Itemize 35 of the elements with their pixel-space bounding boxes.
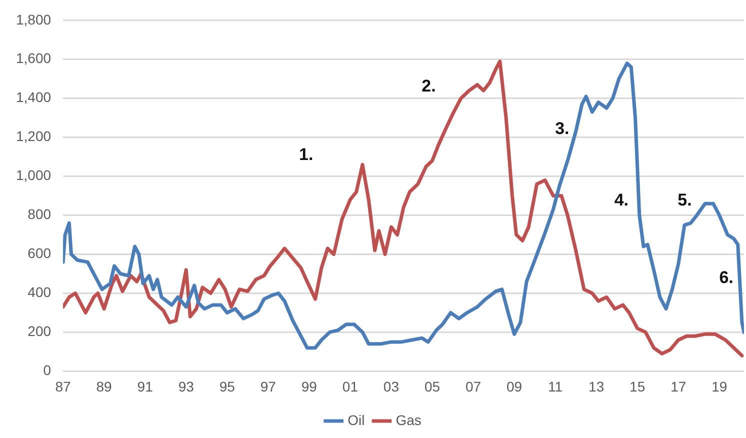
annotation: 5.	[678, 190, 692, 210]
y-tick-label: 800	[28, 206, 52, 222]
annotation: 2.	[422, 76, 436, 96]
y-tick-label: 1,200	[16, 128, 52, 144]
x-tick-label: 05	[424, 378, 440, 394]
x-tick-label: 07	[465, 378, 482, 394]
annotation: 1.	[299, 145, 314, 164]
x-tick-label: 13	[588, 378, 604, 394]
x-tick-label: 87	[55, 378, 72, 394]
x-tick-label: 95	[219, 378, 236, 394]
annotation: 6.	[719, 268, 734, 287]
x-tick-label: 03	[383, 378, 400, 394]
annotation: 4.	[614, 190, 629, 210]
x-tick-label: 91	[137, 378, 154, 394]
x-tick-label: 99	[301, 378, 318, 394]
x-tick-label: 01	[342, 378, 358, 394]
x-tick-label: 97	[260, 378, 276, 394]
y-tick-label: 1,600	[16, 50, 52, 66]
x-tick-label: 17	[670, 378, 686, 394]
x-tick-label: 19	[712, 378, 728, 394]
y-tick-label: 1,800	[16, 11, 52, 28]
y-tick-label: 0	[43, 362, 52, 378]
x-tick-label: 89	[96, 378, 112, 394]
x-tick-label: 11	[548, 378, 563, 394]
x-tick-label: 15	[630, 378, 646, 394]
legend-label: Gas	[396, 412, 422, 428]
x-tick-label: 09	[506, 378, 522, 394]
x-tick-label: 93	[178, 378, 194, 394]
annotation: 3.	[555, 118, 570, 138]
y-tick-label: 1,000	[16, 167, 52, 184]
legend-label: Oil	[348, 412, 365, 428]
y-tick-label: 200	[28, 323, 52, 340]
y-tick-label: 400	[28, 284, 52, 300]
y-tick-label: 1,400	[16, 89, 52, 106]
y-tick-label: 600	[28, 245, 52, 262]
